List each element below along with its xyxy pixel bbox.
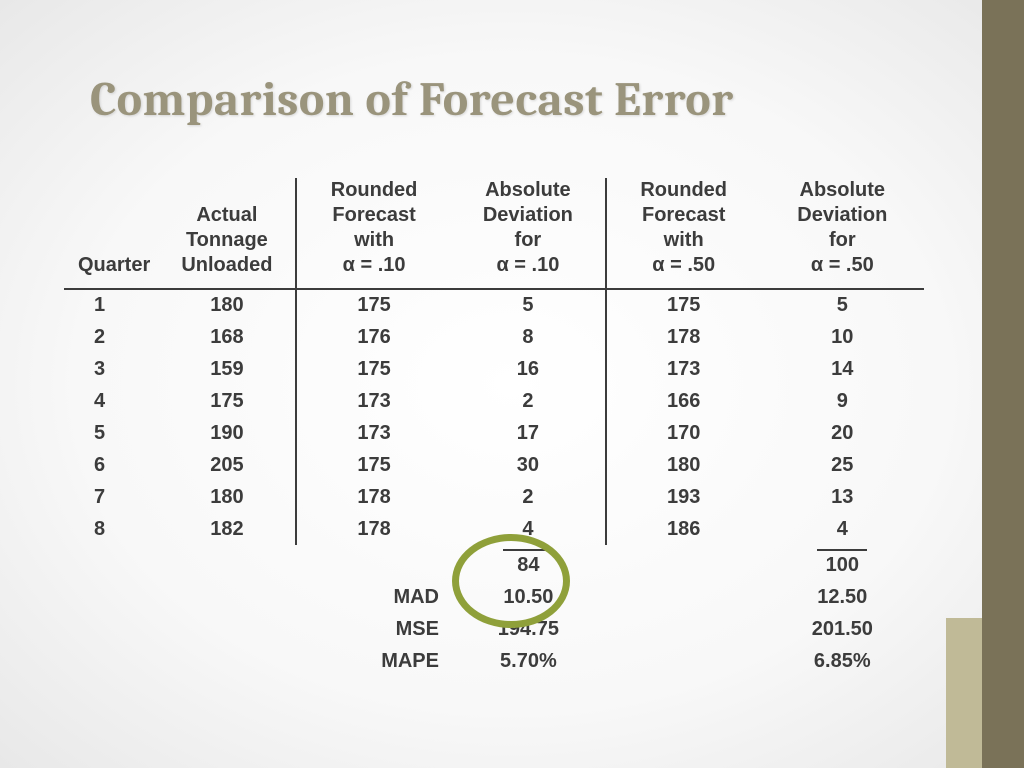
cell: 175 — [606, 289, 761, 321]
cell: 186 — [606, 513, 761, 545]
cell: 193 — [606, 481, 761, 513]
cell: 201.50 — [761, 613, 924, 645]
cell: 205 — [159, 449, 297, 481]
col-header-deviation-10: AbsoluteDeviationforα = .10 — [451, 178, 606, 289]
cell: 14 — [761, 353, 924, 385]
cell: 173 — [296, 417, 451, 449]
cell: MAD — [296, 581, 451, 613]
cell — [64, 645, 159, 677]
metric-row-mad: MAD10.50 12.50 — [64, 581, 924, 613]
cell: 20 — [761, 417, 924, 449]
cell: 175 — [296, 449, 451, 481]
cell: 5 — [761, 289, 924, 321]
col-header-forecast-50: RoundedForecastwithα = .50 — [606, 178, 761, 289]
cell: 173 — [296, 385, 451, 417]
cell: 30 — [451, 449, 606, 481]
cell: 178 — [296, 513, 451, 545]
cell: 194.75 — [451, 613, 606, 645]
cell: 159 — [159, 353, 297, 385]
cell: 5.70% — [451, 645, 606, 677]
col-header-quarter: Quarter — [64, 178, 159, 289]
cell: 6.85% — [761, 645, 924, 677]
cell — [159, 545, 297, 581]
table-row: 2168176817810 — [64, 321, 924, 353]
cell: 4 — [451, 513, 606, 545]
cell: 25 — [761, 449, 924, 481]
table-row: 417517321669 — [64, 385, 924, 417]
forecast-error-table: Quarter ActualTonnageUnloaded RoundedFor… — [64, 178, 924, 677]
cell: 166 — [606, 385, 761, 417]
cell: 17 — [451, 417, 606, 449]
cell: 12.50 — [761, 581, 924, 613]
cell: 6 — [64, 449, 159, 481]
cell: 8 — [64, 513, 159, 545]
cell: 10 — [761, 321, 924, 353]
table-row: 118017551755 — [64, 289, 924, 321]
cell: 178 — [606, 321, 761, 353]
cell: 180 — [159, 481, 297, 513]
cell — [296, 545, 451, 581]
col-header-actual: ActualTonnageUnloaded — [159, 178, 297, 289]
table-row: 51901731717020 — [64, 417, 924, 449]
metric-row-mse: MSE194.75 201.50 — [64, 613, 924, 645]
slide-title: Comparison of Forecast Error — [90, 72, 734, 127]
cell — [159, 645, 297, 677]
col-header-deviation-50: AbsoluteDeviationforα = .50 — [761, 178, 924, 289]
table-row: 31591751617314 — [64, 353, 924, 385]
cell: 7 — [64, 481, 159, 513]
cell: 182 — [159, 513, 297, 545]
cell: 13 — [761, 481, 924, 513]
table-row: 62051753018025 — [64, 449, 924, 481]
cell: 5 — [64, 417, 159, 449]
cell: 175 — [159, 385, 297, 417]
cell: 2 — [451, 481, 606, 513]
cell: 10.50 — [451, 581, 606, 613]
side-accent-light — [946, 618, 982, 768]
table-row: 818217841864 — [64, 513, 924, 545]
cell — [64, 581, 159, 613]
cell — [606, 581, 761, 613]
cell: 5 — [451, 289, 606, 321]
cell: 2 — [451, 385, 606, 417]
cell: 168 — [159, 321, 297, 353]
sum-row: 84 100 — [64, 545, 924, 581]
cell: 2 — [64, 321, 159, 353]
cell: 4 — [64, 385, 159, 417]
cell: 178 — [296, 481, 451, 513]
cell: 16 — [451, 353, 606, 385]
cell: 175 — [296, 289, 451, 321]
cell — [64, 613, 159, 645]
cell — [606, 645, 761, 677]
cell: 176 — [296, 321, 451, 353]
cell — [606, 545, 761, 581]
cell: 8 — [451, 321, 606, 353]
table-row: 7180178219313 — [64, 481, 924, 513]
cell: 1 — [64, 289, 159, 321]
metric-row-mape: MAPE5.70% 6.85% — [64, 645, 924, 677]
cell: 173 — [606, 353, 761, 385]
cell: 84 — [451, 545, 606, 581]
cell: 175 — [296, 353, 451, 385]
cell: 180 — [159, 289, 297, 321]
cell: 4 — [761, 513, 924, 545]
cell: 170 — [606, 417, 761, 449]
cell: 9 — [761, 385, 924, 417]
col-header-forecast-10: RoundedForecastwithα = .10 — [296, 178, 451, 289]
cell — [606, 613, 761, 645]
cell: 190 — [159, 417, 297, 449]
cell — [159, 581, 297, 613]
cell: MSE — [296, 613, 451, 645]
side-accent-dark — [982, 0, 1024, 768]
cell: 100 — [761, 545, 924, 581]
cell: 3 — [64, 353, 159, 385]
cell — [159, 613, 297, 645]
cell — [64, 545, 159, 581]
cell: 180 — [606, 449, 761, 481]
cell: MAPE — [296, 645, 451, 677]
